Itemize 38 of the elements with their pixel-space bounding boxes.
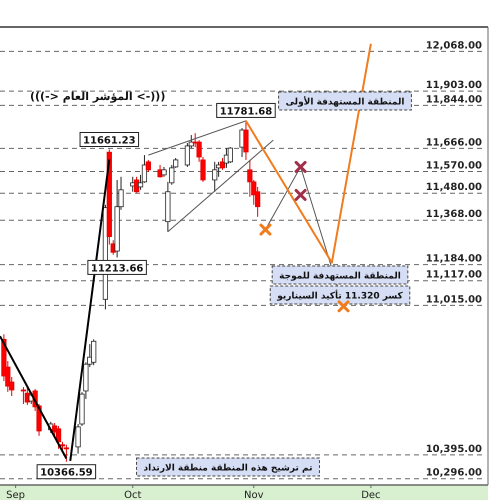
annotation: تم ترشيح هذه المنطقة منطقة الارتداد (144, 464, 312, 474)
x-tick-label: Dec (361, 490, 381, 500)
ref-line-label: 11,570.00 (426, 160, 482, 172)
ref-line-label: 11,666.00 (426, 137, 482, 148)
annotation: المنطقة المستهدفة الأولى (286, 96, 404, 108)
x-tick-label: Oct (124, 490, 142, 500)
point (338, 300, 350, 312)
ref-line-label: 11,903.00 (426, 80, 482, 92)
ref-line-label: 12,068.00 (426, 40, 482, 52)
ref-line-label: 11,015.00 (426, 294, 482, 306)
candlestick (20, 386, 26, 404)
x-tick-label: Nov (244, 490, 264, 500)
ref-line-label: 11,184.00 (426, 254, 482, 265)
point (294, 188, 307, 201)
candlestick (146, 159, 151, 172)
ref-line-label: 11,844.00 (426, 94, 482, 106)
ref-line-label: 11,117.00 (426, 270, 482, 281)
point (294, 160, 307, 173)
candlestick (220, 157, 226, 170)
point (259, 224, 272, 236)
candlestick (91, 338, 96, 366)
candlestick (212, 161, 218, 192)
ref-line-label: 11,480.00 (426, 182, 482, 194)
candlestick (161, 166, 167, 178)
ref-line-label: 11,368.00 (426, 209, 482, 220)
annotation: المنطقة المستهدفة للموجة (279, 272, 401, 282)
ref-line-label: 10,296.00 (426, 468, 482, 479)
candlestick (228, 146, 233, 164)
annotation: 11781.68 (220, 106, 272, 118)
annotation: 11213.66 (90, 263, 144, 274)
text: (((-> المؤشر العام <-))) (30, 90, 166, 103)
annotation: 11661.23 (83, 135, 136, 146)
annotation: 10366.59 (40, 468, 93, 479)
x-tick-label: Sep (6, 490, 26, 500)
ref-line-label: 10,395.00 (426, 444, 482, 455)
annotation: كسر 11.320 تأكيد السيناريو (276, 290, 404, 302)
candlestick (64, 444, 69, 462)
candlestick (243, 120, 249, 160)
